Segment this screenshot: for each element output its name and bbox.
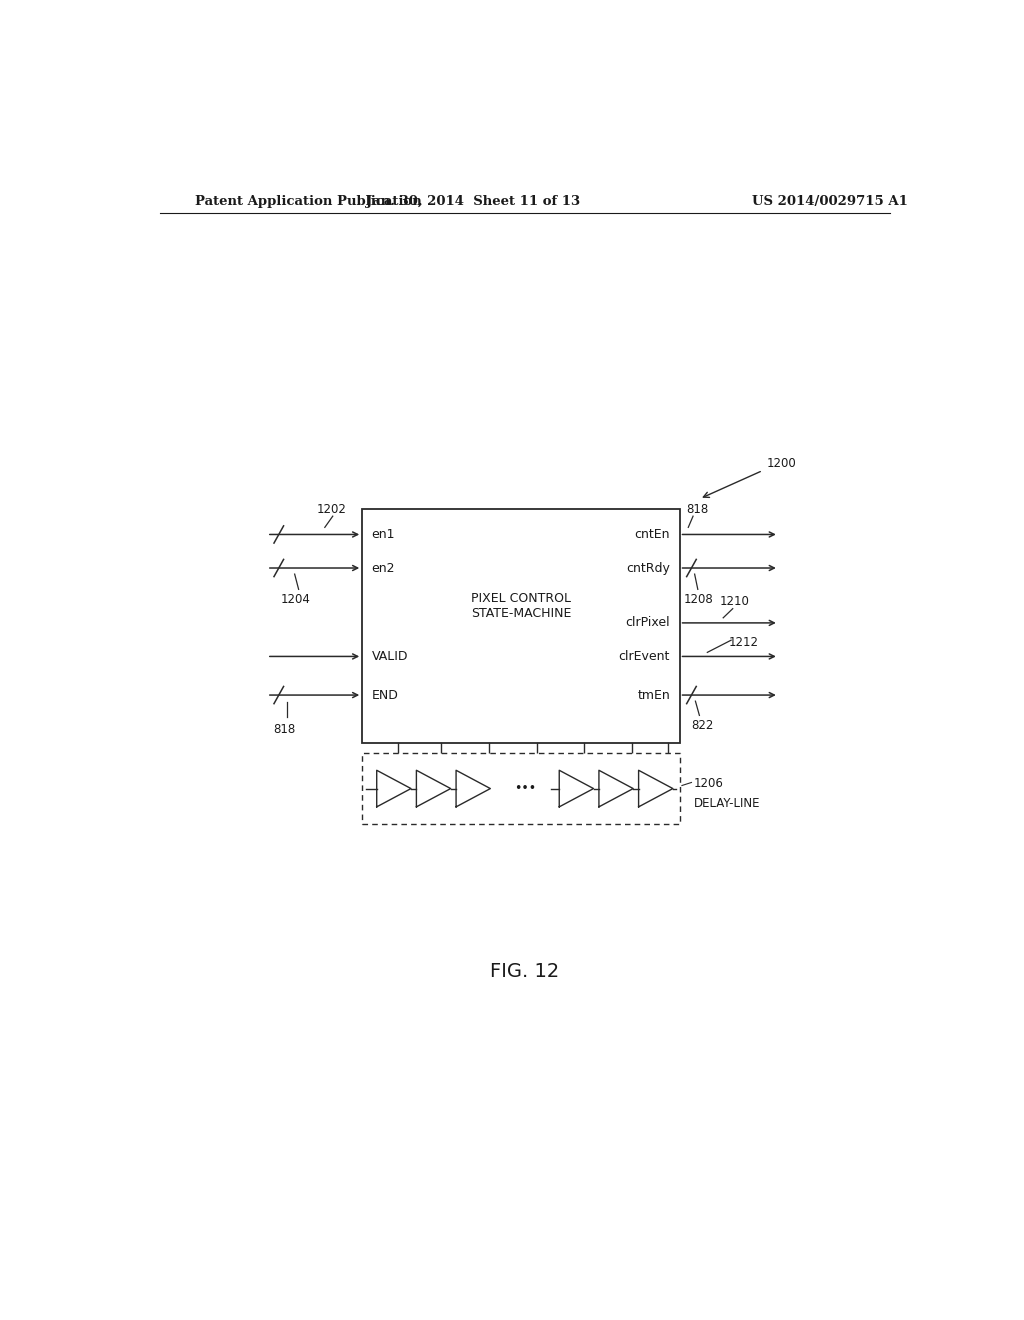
Text: Jan. 30, 2014  Sheet 11 of 13: Jan. 30, 2014 Sheet 11 of 13 [367, 194, 581, 207]
Text: tmEn: tmEn [637, 689, 670, 701]
Text: PIXEL CONTROL
STATE-MACHINE: PIXEL CONTROL STATE-MACHINE [471, 591, 571, 619]
Text: US 2014/0029715 A1: US 2014/0029715 A1 [753, 194, 908, 207]
Text: END: END [372, 689, 398, 701]
Text: cntRdy: cntRdy [626, 561, 670, 574]
Text: 822: 822 [691, 719, 714, 733]
Text: 1200: 1200 [767, 457, 797, 470]
Text: 1206: 1206 [694, 777, 724, 789]
Bar [362, 510, 680, 743]
Text: 1202: 1202 [316, 503, 347, 516]
Text: clrEvent: clrEvent [618, 649, 670, 663]
Text: en1: en1 [372, 528, 395, 541]
Text: Patent Application Publication: Patent Application Publication [196, 194, 422, 207]
Text: cntEn: cntEn [635, 528, 670, 541]
Bar [362, 752, 680, 824]
Text: en2: en2 [372, 561, 395, 574]
Text: 1204: 1204 [281, 594, 310, 606]
Text: •••: ••• [514, 781, 536, 795]
Text: DELAY-LINE: DELAY-LINE [694, 797, 761, 810]
Text: 818: 818 [686, 503, 709, 516]
Text: 1210: 1210 [719, 594, 750, 607]
Text: VALID: VALID [372, 649, 409, 663]
Text: 818: 818 [273, 722, 296, 735]
Text: clrPixel: clrPixel [626, 616, 670, 630]
Text: 1212: 1212 [729, 636, 759, 648]
Text: 1208: 1208 [684, 594, 714, 606]
Text: FIG. 12: FIG. 12 [490, 962, 559, 981]
